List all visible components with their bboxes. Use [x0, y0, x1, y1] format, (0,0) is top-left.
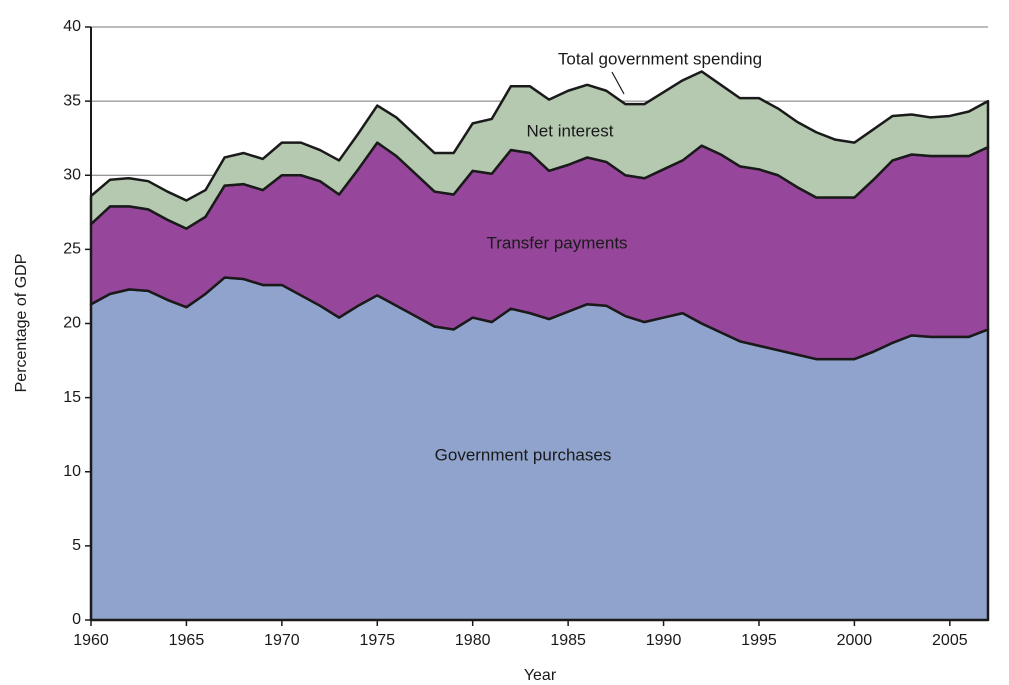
x-tick-label: 1980 — [455, 632, 491, 649]
y-tick-label: 5 — [72, 537, 81, 554]
area — [89, 70, 990, 230]
x-tick-label: 1985 — [550, 632, 586, 649]
y-tick-label: 30 — [63, 166, 81, 183]
x-tick-label: 2000 — [837, 632, 873, 649]
x-tick-label: 1960 — [73, 632, 109, 649]
y-tick-label: 0 — [72, 611, 81, 628]
y-tick-label: 35 — [63, 92, 81, 109]
x-tick-label: 1990 — [646, 632, 682, 649]
x-tick-label: 1965 — [169, 632, 205, 649]
y-tick-label: 15 — [63, 389, 81, 406]
area-label: Net interest — [527, 121, 614, 140]
y-tick-label: 25 — [63, 241, 81, 258]
y-axis-label: Percentage of GDP — [13, 254, 30, 393]
x-tick-label: 1995 — [741, 632, 777, 649]
area-label: Transfer payments — [486, 233, 627, 252]
area-label: Government purchases — [435, 445, 612, 464]
y-tick-label: 10 — [63, 463, 81, 480]
x-tick-label: 1970 — [264, 632, 300, 649]
x-tick-label: 1975 — [359, 632, 395, 649]
x-axis-label: Year — [524, 667, 557, 684]
y-tick-label: 20 — [63, 315, 81, 332]
x-tick-label: 2005 — [932, 632, 968, 649]
y-tick-label: 40 — [63, 18, 81, 35]
annotation: Total government spending — [558, 49, 762, 68]
leader-line — [611, 71, 625, 95]
